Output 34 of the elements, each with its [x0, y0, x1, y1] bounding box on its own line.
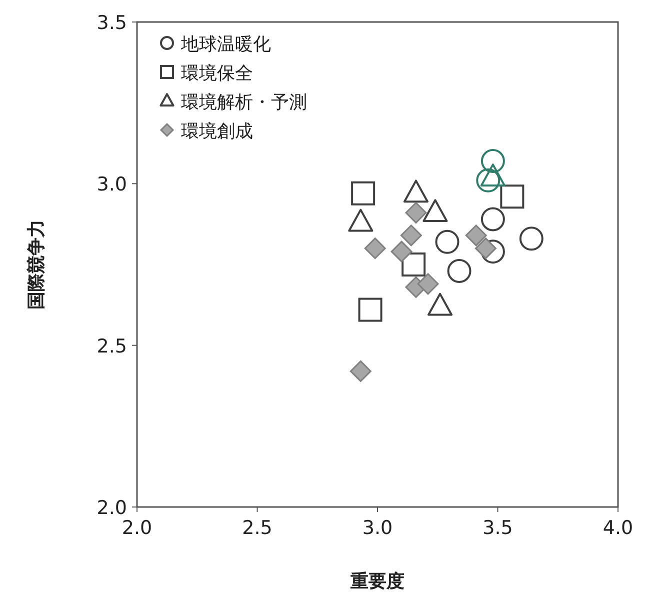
legend-label: 環境解析・予測: [181, 92, 307, 113]
y-tick-label: 2.0: [96, 497, 127, 519]
point: [480, 149, 505, 174]
point: [465, 224, 487, 246]
point: [405, 202, 427, 224]
point: [476, 168, 500, 192]
point: [358, 298, 382, 322]
point: [351, 181, 376, 206]
point: [474, 238, 496, 260]
y-tick-label: 3.5: [96, 12, 127, 34]
point: [417, 273, 439, 295]
point: [364, 238, 386, 260]
legend-label: 環境創成: [181, 121, 253, 142]
y-tick-label: 3.0: [96, 174, 127, 196]
point: [500, 184, 524, 209]
x-tick-label: 2.0: [122, 517, 152, 539]
point: [402, 252, 426, 276]
point: [390, 240, 412, 262]
point: [480, 207, 505, 232]
x-tick-label: 3.0: [362, 517, 393, 539]
point: [480, 240, 505, 264]
legend-label: 地球温暖化: [180, 34, 271, 55]
x-tick-label: 3.5: [482, 517, 513, 539]
point: [447, 258, 472, 283]
x-axis-title: 重要度: [350, 571, 404, 592]
legend-label: 環境保全: [181, 63, 253, 84]
y-axis-title: 国際競争力: [26, 220, 47, 310]
point: [435, 230, 460, 254]
point: [350, 360, 372, 382]
x-tick-label: 2.5: [242, 517, 272, 539]
point: [519, 226, 544, 251]
y-tick-label: 2.5: [96, 335, 127, 358]
point: [400, 224, 422, 246]
x-tick-label: 4.0: [602, 517, 634, 539]
